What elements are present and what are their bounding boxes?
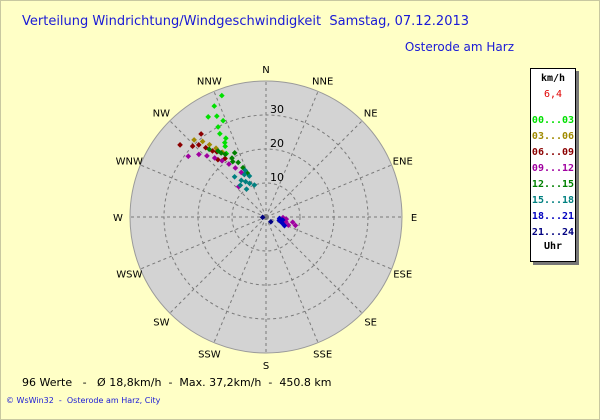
radial-tick-label: 10 [270, 171, 284, 184]
data-point [211, 103, 218, 109]
data-point [267, 218, 274, 225]
data-point [213, 113, 220, 119]
spoke-line [265, 120, 363, 218]
direction-label: E [411, 213, 417, 224]
legend-band: 03...06 [531, 131, 575, 142]
copyright-line: © WsWin32 - Osterode am Harz, City [6, 396, 161, 405]
direction-label: WSW [116, 270, 142, 281]
legend-band: 12...15 [531, 179, 575, 190]
spoke-line [265, 91, 319, 218]
direction-label: ENE [393, 156, 413, 167]
direction-label: S [263, 361, 269, 372]
spoke-line [213, 216, 267, 343]
data-point [235, 159, 242, 166]
direction-label: W [113, 213, 123, 224]
data-point [195, 142, 202, 148]
data-point [222, 143, 229, 150]
spoke-line [213, 91, 267, 218]
stats-line: 96 Werte - Ø 18,8km/h - Max. 37,2km/h - … [22, 376, 332, 389]
legend-box: km/h 6,4 00...03 03...06 06...09 09...12 12.… [530, 68, 576, 262]
spoke-line [265, 164, 392, 218]
direction-label: SSW [198, 350, 221, 361]
radial-tick-label: 30 [270, 103, 284, 116]
data-point [199, 138, 206, 145]
data-point [223, 135, 229, 142]
legend-unit: km/h [540, 73, 566, 84]
data-point [218, 150, 224, 156]
data-point [241, 171, 248, 178]
chart-title: Verteilung Windrichtung/Windgeschwindigk… [22, 14, 470, 29]
radial-tick-label: 20 [270, 137, 284, 150]
data-point [285, 222, 292, 228]
spoke-line [140, 216, 267, 270]
data-point [231, 149, 238, 156]
legend-band: 06...09 [531, 147, 575, 158]
data-point [206, 146, 213, 153]
data-point [220, 117, 226, 124]
data-point [211, 155, 218, 161]
data-point [185, 153, 192, 160]
data-point [292, 222, 299, 229]
data-point [218, 92, 225, 99]
direction-label: NE [364, 108, 378, 119]
data-point [229, 158, 236, 165]
data-point [281, 222, 288, 229]
data-point [259, 214, 266, 221]
data-point [232, 165, 239, 171]
data-point [237, 182, 244, 189]
direction-label: WNW [116, 156, 143, 167]
data-point [221, 139, 228, 146]
legend-band: 21...24 [531, 227, 575, 238]
direction-label: SE [364, 318, 377, 329]
data-point [231, 173, 238, 180]
direction-label: SSE [313, 350, 332, 361]
data-point [215, 124, 221, 130]
data-point [198, 131, 204, 137]
spoke-line [265, 216, 319, 343]
data-point [189, 143, 196, 149]
data-point [217, 130, 223, 137]
legend-band: 00...03 [531, 115, 575, 126]
direction-label: SW [153, 318, 169, 329]
location-label: Osterode am Harz [404, 40, 514, 54]
direction-label: NNE [312, 76, 333, 87]
legend-band: 18...21 [531, 211, 575, 222]
data-point [251, 182, 258, 188]
data-point [219, 157, 225, 164]
data-point [226, 161, 232, 167]
spoke-line [265, 216, 363, 314]
data-point [177, 142, 183, 148]
data-point [191, 137, 197, 143]
data-point [206, 141, 213, 148]
direction-label: NW [153, 108, 170, 119]
direction-label: N [262, 65, 269, 76]
spoke-line [169, 216, 267, 314]
data-point [246, 173, 253, 179]
legend-band: 15...18 [531, 195, 575, 206]
legend-time-label: Uhr [543, 241, 563, 252]
legend-current-value: 6,4 [543, 89, 563, 100]
data-point [289, 219, 296, 226]
legend-band: 09...12 [531, 163, 575, 174]
spoke-line [265, 216, 392, 270]
data-point [205, 114, 212, 120]
data-point [204, 153, 210, 159]
spoke-line [140, 164, 267, 218]
range-ring [231, 182, 301, 252]
data-point [243, 186, 250, 192]
direction-label: NNW [197, 76, 222, 87]
data-point [242, 167, 249, 174]
data-point [242, 178, 249, 185]
data-point [246, 180, 253, 187]
data-point [196, 151, 202, 158]
spoke-line [169, 120, 267, 218]
data-point [238, 177, 245, 184]
direction-label: ESE [393, 270, 412, 281]
